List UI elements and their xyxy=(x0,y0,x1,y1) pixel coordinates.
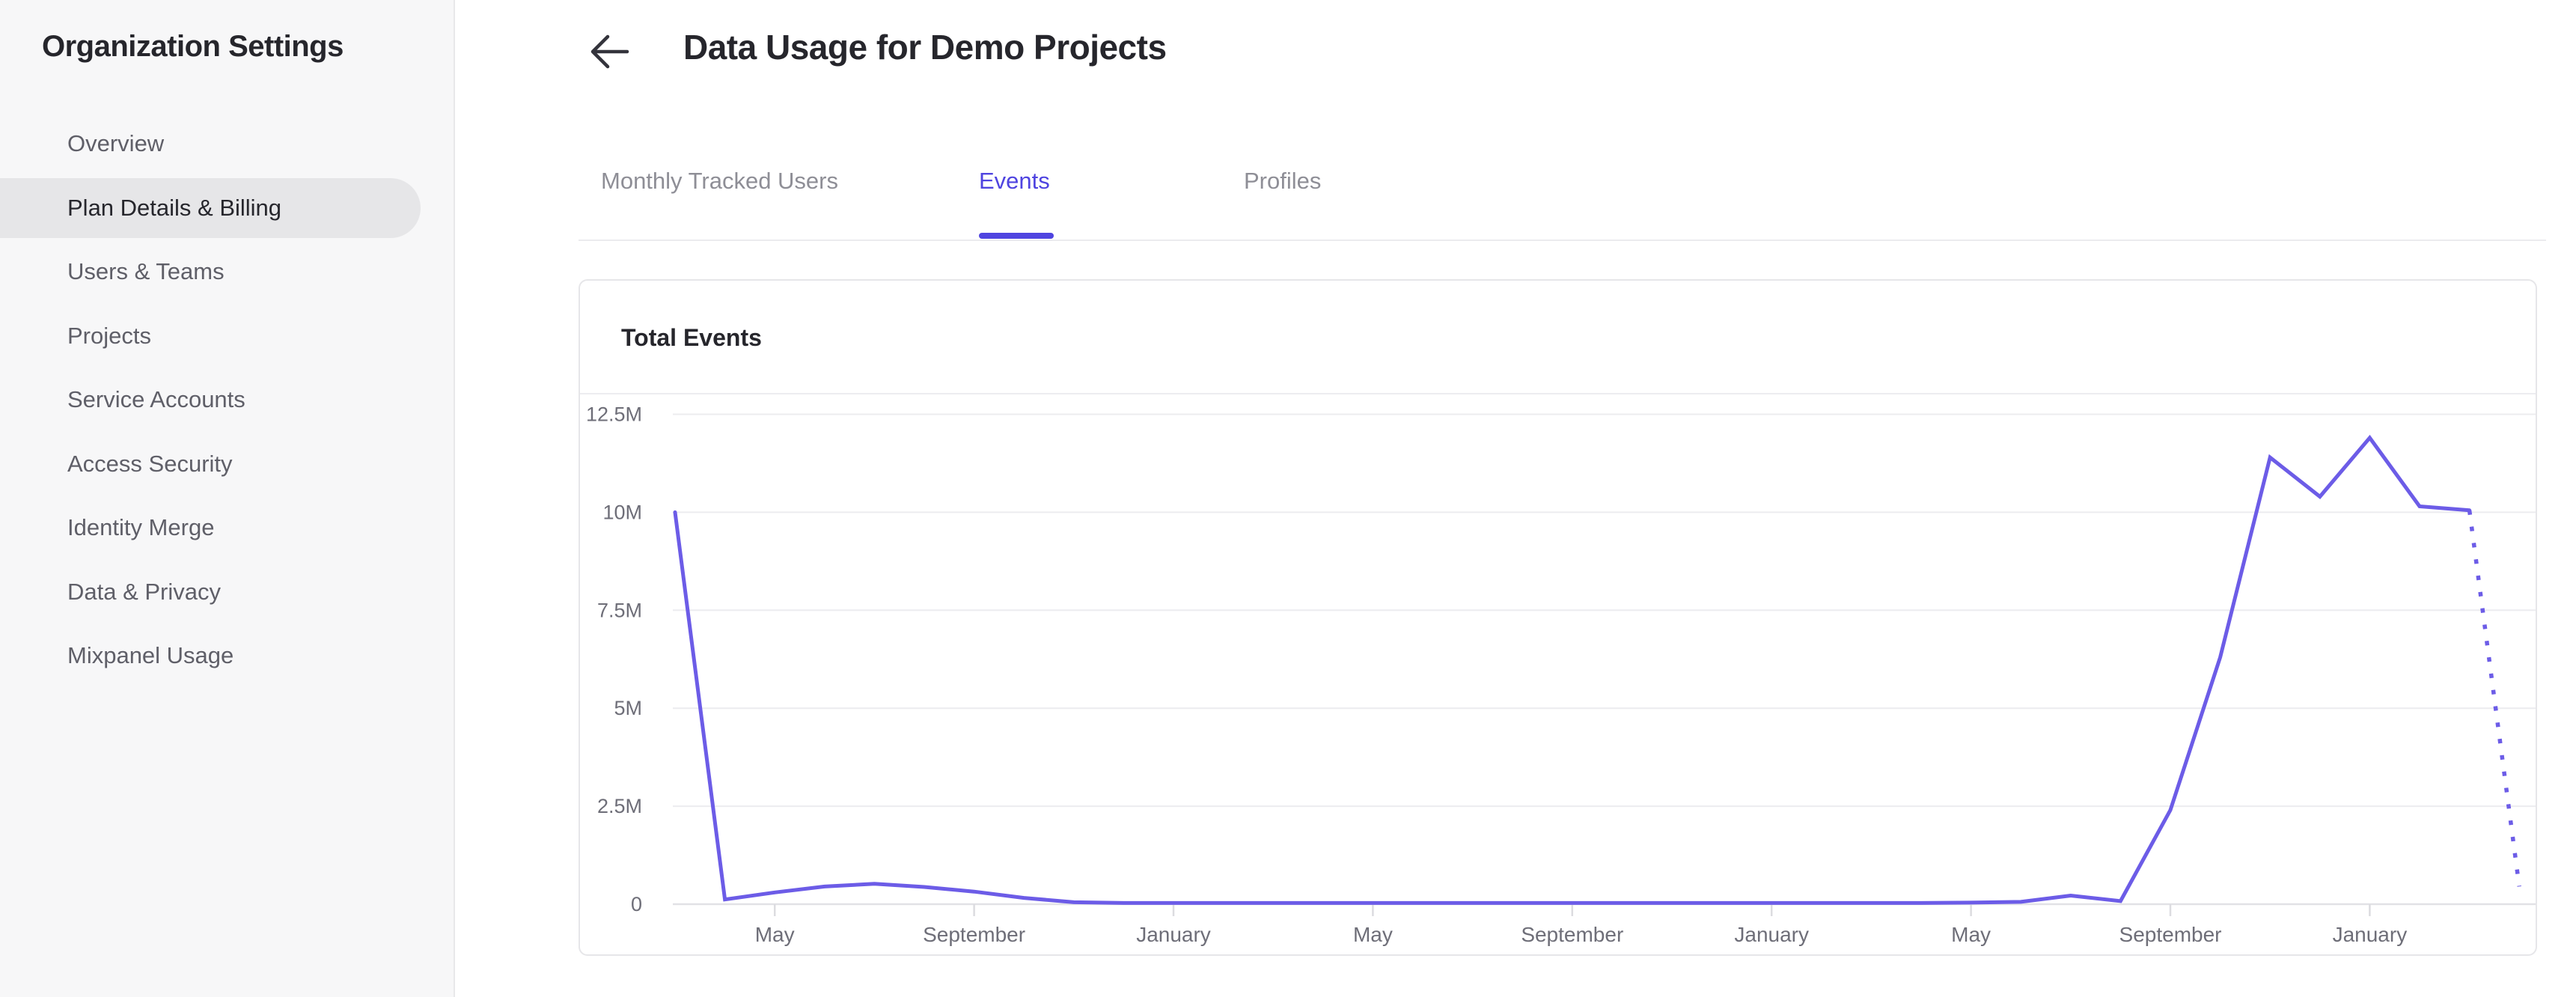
arrow-left-icon xyxy=(590,34,629,69)
y-axis-label: 10M xyxy=(602,501,642,523)
total-events-card: Total Events 0 2.5M 5M 7.5M 10M 12.5M May Septe… xyxy=(579,279,2537,956)
sidebar-item-identity-merge[interactable]: Identity Merge xyxy=(67,514,215,540)
sidebar-item-mixpanel-usage[interactable]: Mixpanel Usage xyxy=(67,642,234,668)
tab-events[interactable]: Events xyxy=(979,168,1050,194)
sidebar-item-service-accounts[interactable]: Service Accounts xyxy=(67,386,245,412)
x-axis-label: May xyxy=(1353,923,1393,946)
y-axis-label: 2.5M xyxy=(597,795,642,817)
tab-monthly-tracked-users[interactable]: Monthly Tracked Users xyxy=(601,168,838,194)
page-title: Data Usage for Demo Projects xyxy=(683,28,1167,67)
y-axis-label: 5M xyxy=(614,697,642,719)
events-line-solid xyxy=(673,434,2472,905)
sidebar-item-data-privacy[interactable]: Data & Privacy xyxy=(67,578,222,605)
sidebar-item-plan-details-billing[interactable]: Plan Details & Billing xyxy=(0,177,421,238)
sidebar-item-users-teams[interactable]: Users & Teams xyxy=(67,258,225,284)
sidebar-item-access-security[interactable]: Access Security xyxy=(67,450,233,477)
events-line-projection-dotted xyxy=(2467,510,2521,887)
x-axis-label: January xyxy=(1734,923,1809,946)
y-axis-label: 7.5M xyxy=(597,599,642,621)
y-axis-label: 0 xyxy=(631,893,642,915)
sidebar-title: Organization Settings xyxy=(42,30,344,63)
back-button[interactable] xyxy=(590,31,632,72)
tab-bar: Monthly Tracked Users Events Profiles xyxy=(579,150,2546,241)
x-axis-label: January xyxy=(2333,923,2408,946)
x-axis-label: September xyxy=(1521,923,1623,946)
x-axis-label: September xyxy=(2119,923,2222,946)
sidebar: Organization Settings Overview Plan Detai… xyxy=(0,0,455,997)
x-axis-label: January xyxy=(1136,923,1211,946)
x-axis-label: September xyxy=(923,923,1025,946)
x-axis-label: May xyxy=(755,923,795,946)
tab-profiles[interactable]: Profiles xyxy=(1244,168,1322,194)
chart-title: Total Events xyxy=(621,324,762,351)
events-chart[interactable]: 0 2.5M 5M 7.5M 10M 12.5M May September January Ma… xyxy=(580,394,2536,954)
y-axis-label: 12.5M xyxy=(586,403,642,426)
active-tab-underline xyxy=(979,233,1054,239)
x-axis-label: May xyxy=(1951,923,1991,946)
sidebar-item-overview[interactable]: Overview xyxy=(67,130,165,156)
card-divider xyxy=(580,393,2536,394)
sidebar-item-projects[interactable]: Projects xyxy=(67,322,151,349)
